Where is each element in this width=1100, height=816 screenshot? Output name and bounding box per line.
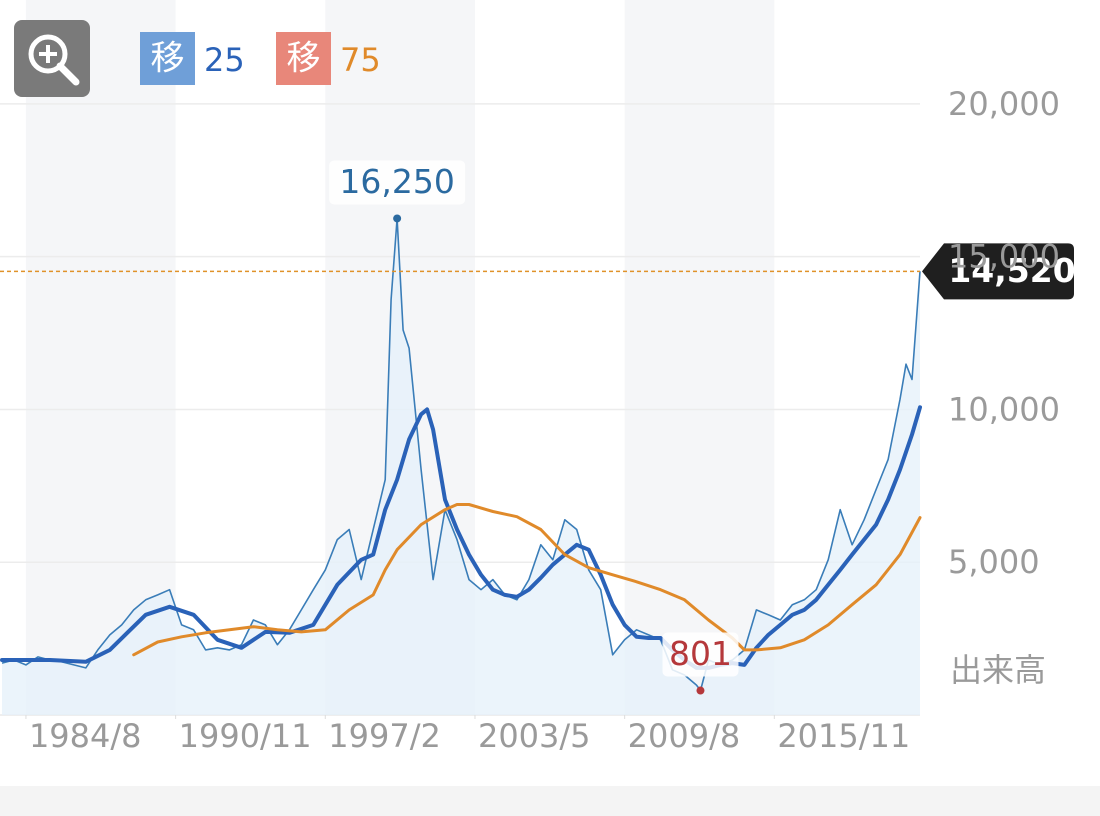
legend-badge [276,32,331,85]
zoom-lens [28,34,68,74]
x-tick-label: 2015/11 [777,717,910,755]
x-tick-label: 1990/11 [179,717,312,755]
annotation-box [662,632,739,677]
price-area [1,218,920,715]
shade-band [624,0,775,715]
x-tick-label: 2009/8 [628,717,741,755]
annotation-dot [393,214,402,223]
annotation-box [329,160,466,205]
y-tick-label: 5,000 [948,543,1040,581]
zoom-background[interactable] [14,20,90,97]
legend-badge-text: 移 [151,39,185,79]
price-line [1,217,921,692]
legend-badge-text: 移 [287,39,321,79]
last-price-label: 14,520 [948,251,1075,290]
annotation-dot [696,686,705,695]
annotation-label: 16,250 [339,162,454,201]
annotations: 14,520 16,250 801 [0,160,1076,695]
last-price-tag [922,243,1074,300]
moving-average-line [132,503,922,657]
y-tick-label: 10,000 [948,390,1060,428]
legend-badge [140,32,195,85]
volume-label: 出来高 [950,651,1046,689]
shade-band [25,0,176,715]
zoom-button[interactable] [14,20,90,97]
legend-label: 75 [340,41,381,79]
x-tick-label: 1984/8 [29,717,142,755]
x-tick-label: 1997/2 [328,717,441,755]
legend-label: 25 [204,41,245,79]
annotation-label: 801 [669,634,732,673]
y-tick-label: 15,000 [948,238,1060,276]
legend: 移 25 移 75 [140,32,381,85]
bottom-bar [0,786,1100,816]
plot [0,217,922,715]
x-tick-label: 2003/5 [478,717,591,755]
zoom-handle [56,62,80,86]
y-tick-label: 20,000 [948,85,1060,123]
